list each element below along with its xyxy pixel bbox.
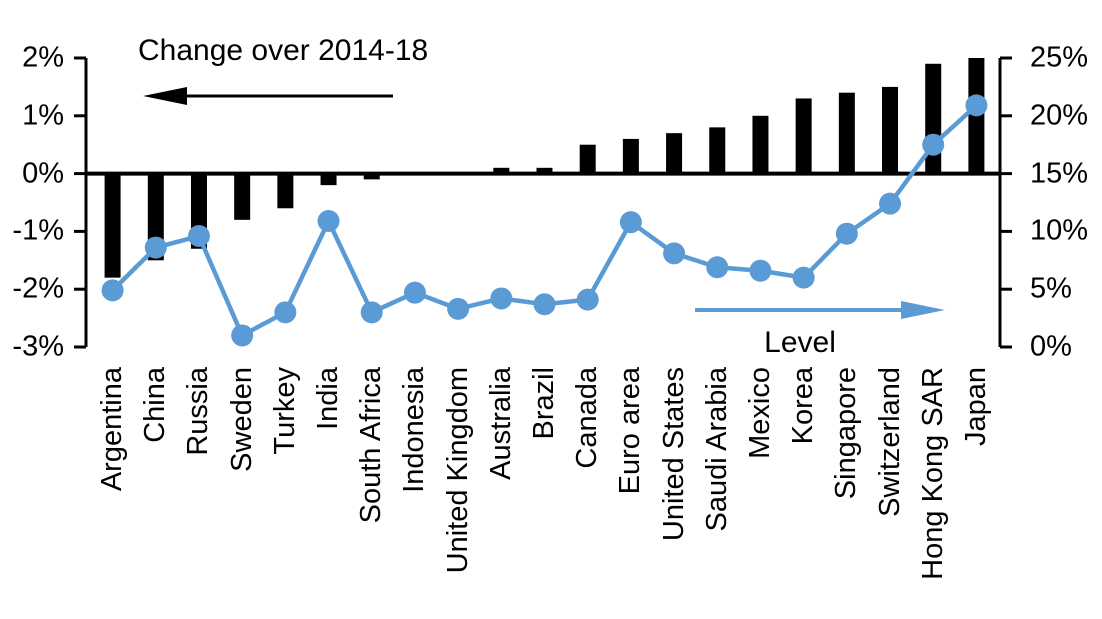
category-label: Korea <box>787 367 820 445</box>
level-marker <box>879 192 902 215</box>
axes-layer <box>74 56 1012 349</box>
level-marker <box>835 222 858 245</box>
level-marker <box>706 256 729 279</box>
left-axis-tick-label: 0% <box>22 157 64 190</box>
right-axis-tick-label: 25% <box>1030 41 1089 74</box>
level-marker <box>576 288 599 311</box>
level-line-layer <box>101 94 988 347</box>
right-arrow-icon <box>695 301 945 319</box>
level-marker <box>619 211 642 234</box>
bar <box>709 127 726 174</box>
level-marker <box>922 133 945 156</box>
bar <box>838 92 855 174</box>
right-axis-tick-label: 0% <box>1030 330 1072 363</box>
category-label: Saudi Arabia <box>700 367 733 532</box>
level-marker <box>144 236 167 259</box>
level-marker <box>490 287 513 310</box>
level-marker <box>965 94 988 117</box>
level-marker <box>274 301 297 324</box>
category-label: Japan <box>959 367 992 447</box>
category-label: Euro area <box>614 367 647 495</box>
bar <box>234 173 251 220</box>
category-label: China <box>139 367 172 443</box>
category-label: Singapore <box>830 367 863 500</box>
right-axis-tick-label: 20% <box>1030 99 1089 132</box>
category-label: Turkey <box>268 367 301 455</box>
right-axis-tick-label: 15% <box>1030 157 1089 190</box>
category-label: Mexico <box>743 367 776 459</box>
bar <box>622 138 639 174</box>
left-axis-tick-label: -1% <box>12 214 64 247</box>
category-label: Canada <box>571 367 604 469</box>
left-axis-tick-label: 2% <box>22 41 64 74</box>
category-label: Brazil <box>528 367 560 440</box>
level-marker <box>447 297 470 320</box>
line-series-label: Level <box>764 326 836 359</box>
level-marker <box>792 266 815 289</box>
level-marker <box>101 279 124 302</box>
bar <box>277 173 294 209</box>
category-label: Argentina <box>96 367 129 492</box>
bar <box>666 133 683 174</box>
bar-series-label: Change over 2014-18 <box>138 34 429 67</box>
category-label: South Africa <box>355 367 388 524</box>
level-marker <box>533 293 556 316</box>
bar <box>363 173 380 180</box>
level-marker <box>187 225 210 248</box>
level-marker <box>749 259 772 282</box>
bar <box>579 144 596 174</box>
right-axis-tick-label: 10% <box>1030 214 1089 247</box>
bar <box>882 86 899 174</box>
level-marker <box>317 209 340 232</box>
bar <box>104 173 121 278</box>
bar <box>493 167 510 174</box>
category-label: Indonesia <box>398 367 431 493</box>
bar <box>536 167 553 174</box>
bar <box>320 173 337 186</box>
right-axis-tick-label: 5% <box>1030 272 1072 305</box>
category-label: Australia <box>484 367 517 480</box>
bar <box>795 98 812 174</box>
left-axis-tick-label: -3% <box>12 330 64 363</box>
bar <box>925 63 942 174</box>
category-label: United Kingdom <box>441 367 474 574</box>
category-label: India <box>312 367 345 430</box>
category-label: Sweden <box>225 367 258 472</box>
category-label: United States <box>657 367 690 542</box>
bars-layer <box>104 58 985 278</box>
level-marker <box>403 281 426 304</box>
category-label: Russia <box>182 367 215 456</box>
left-axis-tick-label: -2% <box>12 272 64 305</box>
category-label: Switzerland <box>873 367 906 517</box>
left-axis-tick-label: 1% <box>22 99 64 132</box>
bar <box>752 115 769 174</box>
level-marker <box>231 324 254 347</box>
level-marker <box>663 242 686 265</box>
left-arrow-icon <box>143 87 393 105</box>
category-label: Hong Kong SAR <box>916 367 949 580</box>
level-marker <box>360 301 383 324</box>
